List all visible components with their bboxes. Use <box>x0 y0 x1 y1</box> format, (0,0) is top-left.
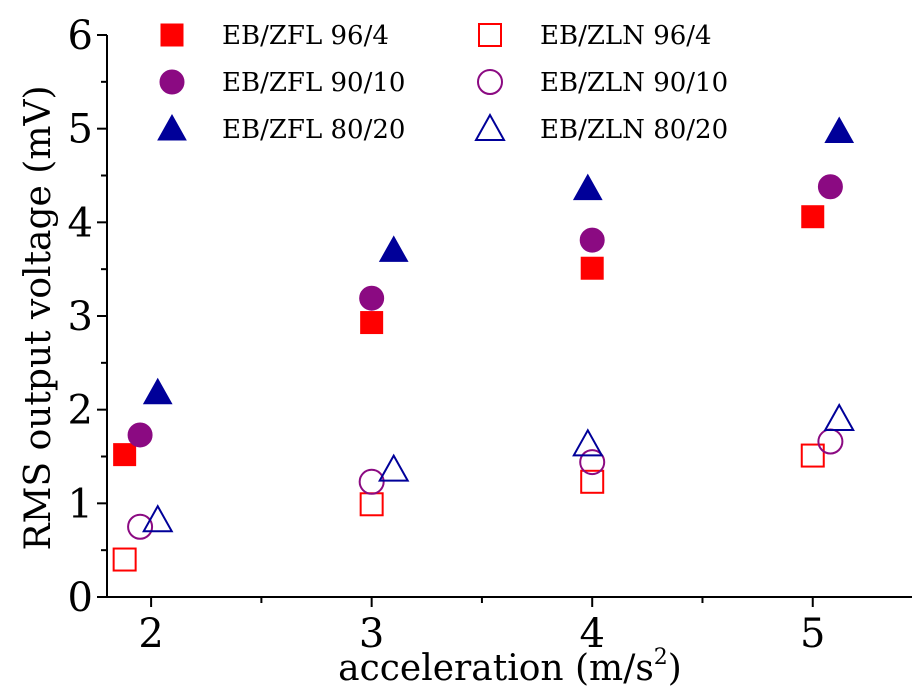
legend-label: EB/ZFL 90/10 <box>222 68 405 98</box>
legend-label: EB/ZFL 80/20 <box>222 115 405 145</box>
legend-item-eb-zln-96-4: EB/ZLN 96/4 <box>478 21 712 51</box>
x-tick-label: 2 <box>138 611 163 657</box>
legend-label: EB/ZLN 90/10 <box>540 68 728 98</box>
data-point-eb-zfl-96-4 <box>580 256 604 280</box>
data-point-eb-zfl-80-20 <box>824 116 855 143</box>
legend-marker-eb-zln-96-4 <box>478 23 502 47</box>
y-tick-label: 5 <box>68 107 93 153</box>
legend-label: EB/ZLN 96/4 <box>540 21 712 51</box>
legend-marker-eb-zfl-90-10 <box>159 69 185 95</box>
data-point-eb-zfl-96-4 <box>801 205 825 229</box>
legend-marker-eb-zfl-96-4 <box>160 23 184 47</box>
y-axis-title: RMS output voltage (mV) <box>18 85 59 550</box>
data-point-eb-zfl-80-20 <box>378 235 409 262</box>
data-point-eb-zln-80-20 <box>823 402 855 432</box>
data-point-eb-zfl-90-10 <box>359 285 385 311</box>
y-tick-label: 3 <box>68 294 93 340</box>
data-point-eb-zln-90-10 <box>817 428 844 455</box>
data-point-eb-zln-90-10 <box>579 449 606 476</box>
legend-item-eb-zfl-80-20: EB/ZFL 80/20 <box>157 113 405 145</box>
legend-label: EB/ZLN 80/20 <box>540 115 728 145</box>
legend-item-eb-zln-80-20: EB/ZLN 80/20 <box>474 112 728 145</box>
data-point-eb-zln-90-10 <box>358 468 385 495</box>
legend-item-eb-zln-90-10: EB/ZLN 90/10 <box>477 68 728 98</box>
data-point-eb-zln-80-20 <box>142 504 174 533</box>
data-point-eb-zfl-90-10 <box>579 227 605 253</box>
legend-marker-eb-zfl-80-20 <box>157 113 187 141</box>
data-points <box>112 116 855 572</box>
data-point-eb-zln-96-4 <box>359 492 384 517</box>
data-point-eb-zfl-80-20 <box>572 173 603 201</box>
y-tick-label: 1 <box>68 481 93 527</box>
legend-item-eb-zfl-90-10: EB/ZFL 90/10 <box>159 68 405 98</box>
x-tick-label: 3 <box>359 611 384 657</box>
y-tick-label: 4 <box>68 200 93 246</box>
data-point-eb-zfl-90-10 <box>817 174 843 200</box>
data-point-eb-zln-96-4 <box>112 547 137 572</box>
data-point-eb-zln-90-10 <box>127 513 154 540</box>
x-axis-ticks: 2 3 4 5 <box>138 597 825 657</box>
data-point-eb-zfl-96-4 <box>360 311 384 335</box>
legend: EB/ZFL 96/4 EB/ZFL 90/10 EB/ZFL 80/20 EB/ZL… <box>157 21 728 145</box>
legend-marker-eb-zln-80-20 <box>474 112 506 141</box>
data-point-eb-zln-96-4 <box>800 443 825 468</box>
x-tick-label: 4 <box>579 611 604 657</box>
x-axis-title: acceleration (m/s2) <box>338 645 682 689</box>
y-tick-label: 6 <box>68 13 93 59</box>
data-point-eb-zln-80-20 <box>572 428 604 457</box>
data-point-eb-zfl-80-20 <box>142 377 173 405</box>
legend-label: EB/ZFL 96/4 <box>222 21 389 51</box>
data-point-eb-zfl-96-4 <box>113 443 137 467</box>
legend-marker-eb-zln-90-10 <box>477 69 503 95</box>
data-point-eb-zln-96-4 <box>580 469 605 494</box>
data-point-eb-zln-80-20 <box>378 453 410 482</box>
legend-item-eb-zfl-96-4: EB/ZFL 96/4 <box>160 21 389 51</box>
y-tick-label: 2 <box>68 388 93 434</box>
data-point-eb-zfl-90-10 <box>127 422 153 448</box>
y-axis-ticks: 0 1 2 3 4 5 6 <box>68 13 107 621</box>
x-tick-label: 5 <box>800 611 825 657</box>
y-tick-label: 0 <box>68 575 93 621</box>
